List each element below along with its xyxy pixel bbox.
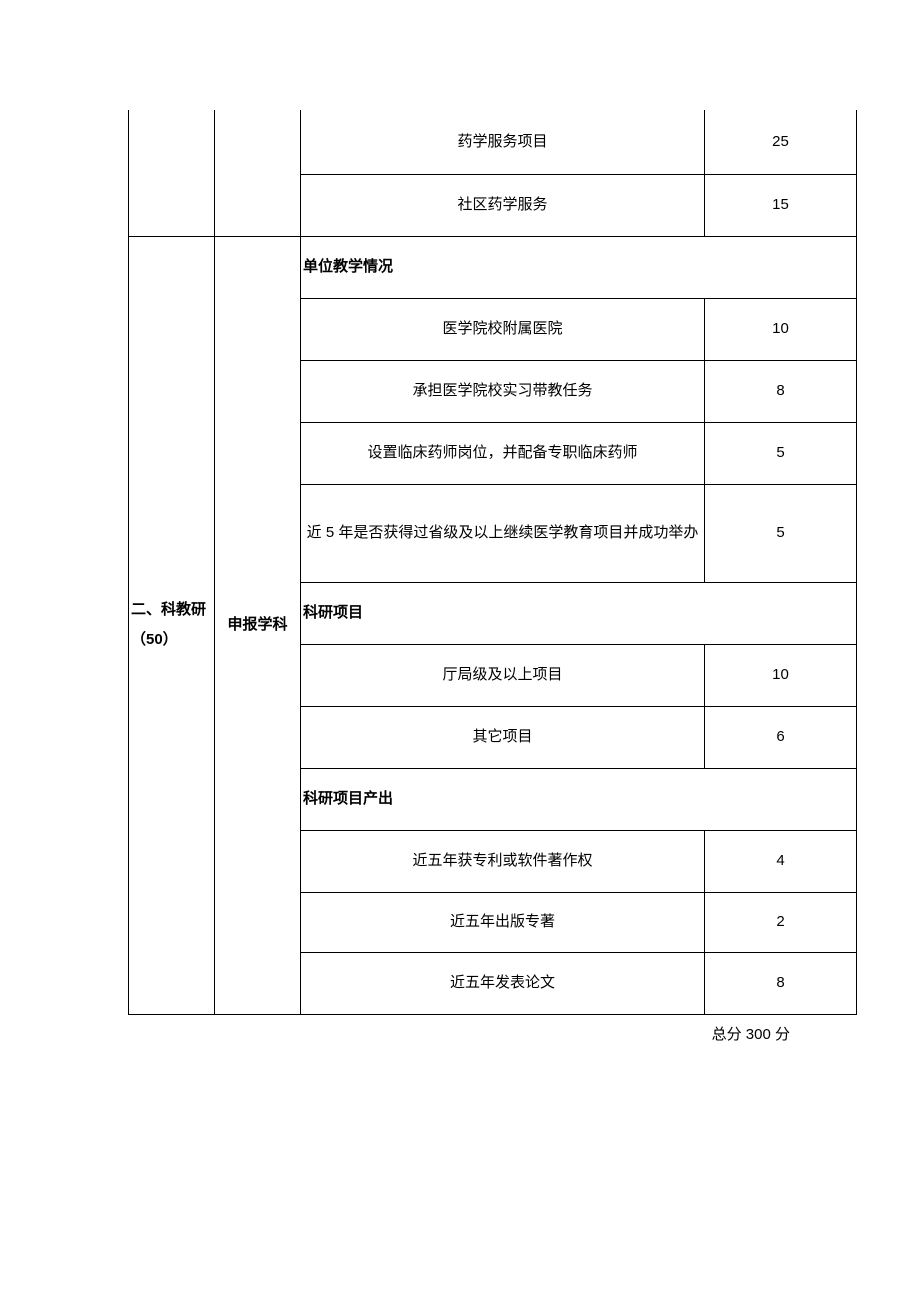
score-cell: 4	[705, 830, 857, 892]
section-header: 科研项目产出	[301, 768, 857, 830]
score-cell: 10	[705, 644, 857, 706]
subcategory-cell: 申报学科	[215, 236, 301, 1014]
score-cell: 8	[705, 952, 857, 1014]
score-cell: 8	[705, 360, 857, 422]
item-cell: 近五年出版专著	[301, 892, 705, 952]
score-cell: 25	[705, 110, 857, 174]
score-cell: 5	[705, 422, 857, 484]
total-score-note: 总分 300 分	[128, 1023, 792, 1044]
section-header: 单位教学情况	[301, 236, 857, 298]
item-cell: 承担医学院校实习带教任务	[301, 360, 705, 422]
item-cell: 社区药学服务	[301, 174, 705, 236]
score-cell: 5	[705, 484, 857, 582]
scoring-table: 药学服务项目 25 社区药学服务 15 二、科教研（50） 申报学科 单位教学情…	[128, 110, 857, 1015]
item-cell: 设置临床药师岗位，并配备专职临床药师	[301, 422, 705, 484]
item-cell: 近 5 年是否获得过省级及以上继续医学教育项目并成功举办	[301, 484, 705, 582]
category-cell-continuation	[129, 110, 215, 236]
item-cell: 药学服务项目	[301, 110, 705, 174]
item-cell: 医学院校附属医院	[301, 298, 705, 360]
score-cell: 10	[705, 298, 857, 360]
section-header: 科研项目	[301, 582, 857, 644]
item-cell: 其它项目	[301, 706, 705, 768]
table-row: 药学服务项目 25	[129, 110, 857, 174]
category-cell: 二、科教研（50）	[129, 236, 215, 1014]
subcategory-cell-continuation	[215, 110, 301, 236]
score-cell: 15	[705, 174, 857, 236]
score-cell: 6	[705, 706, 857, 768]
table-row: 二、科教研（50） 申报学科 单位教学情况	[129, 236, 857, 298]
item-cell: 近五年发表论文	[301, 952, 705, 1014]
item-cell: 近五年获专利或软件著作权	[301, 830, 705, 892]
item-cell: 厅局级及以上项目	[301, 644, 705, 706]
score-cell: 2	[705, 892, 857, 952]
